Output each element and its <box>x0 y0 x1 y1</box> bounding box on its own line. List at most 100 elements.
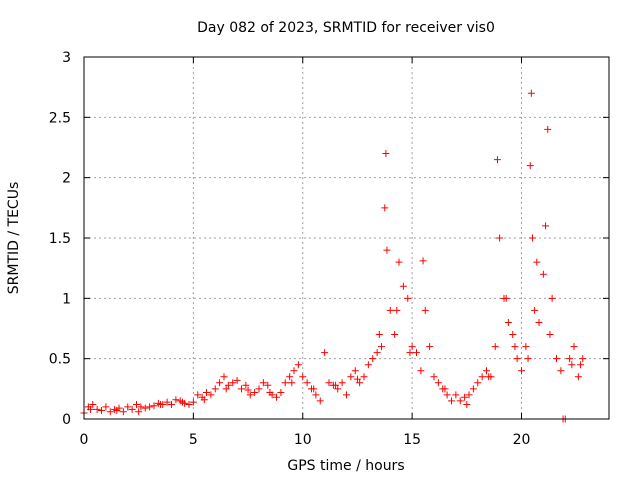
data-point <box>474 379 482 387</box>
data-point <box>504 318 512 326</box>
chart-title: Day 082 of 2023, SRMTID for receiver vis… <box>197 20 495 36</box>
data-point <box>542 222 550 230</box>
data-point <box>533 258 541 266</box>
data-point <box>98 407 105 415</box>
data-point <box>321 349 329 357</box>
data-point <box>469 385 477 393</box>
data-point <box>255 385 263 393</box>
data-point <box>259 379 267 387</box>
axis-ticks <box>83 56 609 420</box>
data-point <box>393 306 401 314</box>
data-point <box>146 403 154 411</box>
data-point <box>522 343 530 351</box>
data-point <box>277 388 285 396</box>
data-point <box>135 408 143 416</box>
data-point <box>395 258 403 266</box>
y-tick-label: 2.5 <box>49 110 71 126</box>
data-point <box>281 379 289 387</box>
data-point <box>502 294 510 302</box>
data-point <box>509 331 517 339</box>
data-point <box>106 408 114 416</box>
data-point <box>163 398 171 406</box>
data-point <box>364 361 372 369</box>
data-point <box>244 386 252 394</box>
data-point <box>185 401 193 409</box>
data-point <box>93 405 101 413</box>
data-point <box>478 373 486 381</box>
data-point <box>417 367 425 375</box>
data-point <box>443 391 451 399</box>
data-point <box>526 162 534 170</box>
data-point <box>404 294 412 302</box>
data-point <box>386 306 394 314</box>
x-axis-label: GPS time / hours <box>287 458 404 474</box>
y-tick-label: 1.5 <box>49 231 71 247</box>
data-point <box>535 318 543 326</box>
x-tick-label: 5 <box>189 432 198 448</box>
data-point <box>513 355 521 363</box>
data-point <box>325 379 333 387</box>
data-point <box>189 398 197 406</box>
data-point <box>511 343 519 351</box>
data-point <box>351 367 359 375</box>
data-point <box>343 391 350 399</box>
data-point <box>413 349 420 357</box>
data-point <box>172 396 180 404</box>
data-point <box>527 89 535 97</box>
y-tick-label: 3 <box>62 50 71 66</box>
data-point <box>360 373 368 381</box>
x-tick-labels: 0 5 10 15 20 <box>80 432 531 448</box>
data-point <box>574 373 582 381</box>
data-point <box>485 373 493 381</box>
data-point <box>332 381 340 389</box>
x-tick-label: 15 <box>403 432 421 448</box>
data-point <box>137 403 145 411</box>
data-point <box>303 379 311 387</box>
data-point <box>524 355 532 363</box>
data-point <box>408 343 416 351</box>
data-point <box>391 331 399 339</box>
data-point <box>441 385 449 393</box>
data-point <box>463 401 471 409</box>
data-point <box>200 396 208 404</box>
y-tick-label: 0.5 <box>49 352 71 368</box>
data-point <box>290 367 298 375</box>
data-point <box>266 388 274 396</box>
data-point <box>434 379 442 387</box>
data-point <box>493 156 501 164</box>
data-point <box>316 397 324 405</box>
data-point <box>456 397 464 405</box>
data-point <box>229 379 237 387</box>
data-point <box>220 373 228 381</box>
data-point <box>288 379 296 387</box>
data-point <box>141 404 149 412</box>
data-point <box>548 294 556 302</box>
data-point <box>461 393 469 401</box>
data-point <box>421 306 429 314</box>
data-point <box>375 331 383 339</box>
data-point <box>157 401 165 409</box>
data-point <box>570 343 578 351</box>
data-point <box>566 355 574 363</box>
data-point <box>178 398 186 406</box>
y-tick-labels: 0 0.5 1 1.5 2 2.5 3 <box>49 50 71 428</box>
data-point <box>465 391 473 399</box>
data-point <box>496 234 504 242</box>
data-point <box>448 397 455 405</box>
data-point <box>233 376 241 384</box>
x-tick-label: 0 <box>80 432 89 448</box>
data-point <box>242 381 250 389</box>
data-point <box>544 125 552 133</box>
data-point <box>579 355 587 363</box>
data-point <box>150 402 158 410</box>
data-point <box>452 391 460 399</box>
data-point <box>373 349 381 357</box>
data-points <box>80 89 587 423</box>
data-point <box>347 373 355 381</box>
data-point <box>286 373 294 381</box>
data-point <box>216 379 224 387</box>
data-point <box>124 403 132 411</box>
x-tick-label: 20 <box>513 432 531 448</box>
data-point <box>426 343 434 351</box>
